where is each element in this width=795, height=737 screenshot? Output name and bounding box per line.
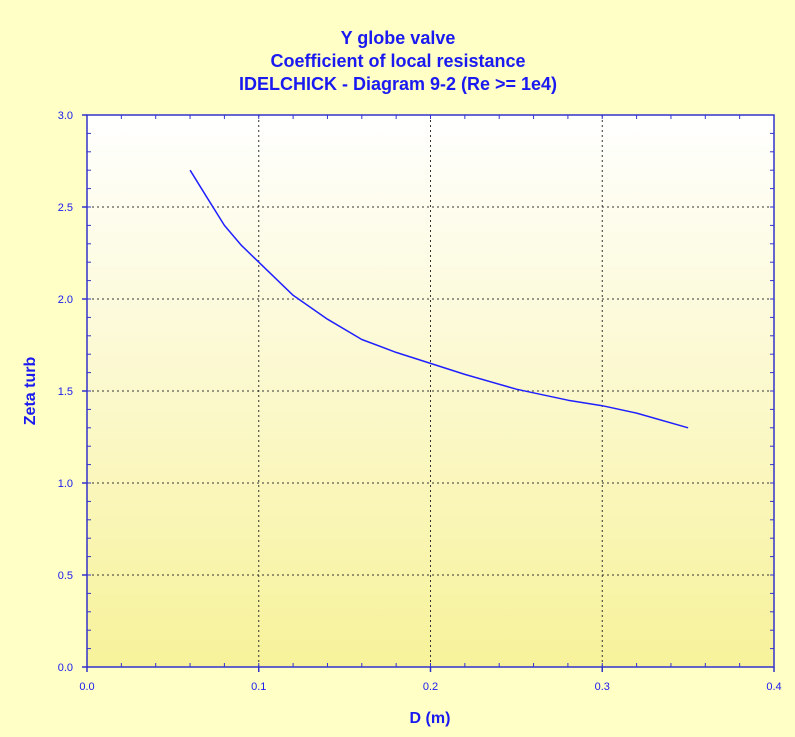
chart-title-line-3: IDELCHICK - Diagram 9-2 (Re >= 1e4) [239, 74, 557, 94]
y-axis-label: Zeta turb [22, 357, 39, 426]
y-tick-label: 3.0 [58, 110, 73, 122]
x-tick-label: 0.2 [423, 681, 438, 693]
x-tick-label: 0.3 [595, 681, 610, 693]
x-axis-label: D (m) [410, 710, 451, 727]
series-layer [189, 169, 689, 429]
y-tick-label: 0.5 [58, 570, 73, 582]
chart-title-line-1: Y globe valve [341, 28, 456, 48]
chart-title-line-2: Coefficient of local resistance [270, 51, 525, 71]
y-tick-label: 1.5 [58, 386, 73, 398]
x-tick-label: 0.1 [251, 681, 266, 693]
y-tick-labels: 0.0 0.5 1.0 1.5 2.0 2.5 3.0 [58, 110, 73, 674]
y-tick-label: 1.0 [58, 478, 73, 490]
y-tick-label: 0.0 [58, 662, 73, 674]
x-tick-label: 0.4 [766, 681, 781, 693]
grid-lines [87, 115, 774, 667]
x-tick-labels: 0.0 0.1 0.2 0.3 0.4 [79, 681, 781, 693]
plot-border [86, 114, 775, 668]
y-tick-label: 2.0 [58, 294, 73, 306]
x-tick-label: 0.0 [79, 681, 94, 693]
y-tick-label: 2.5 [58, 202, 73, 214]
series-line-0 [189, 169, 689, 429]
